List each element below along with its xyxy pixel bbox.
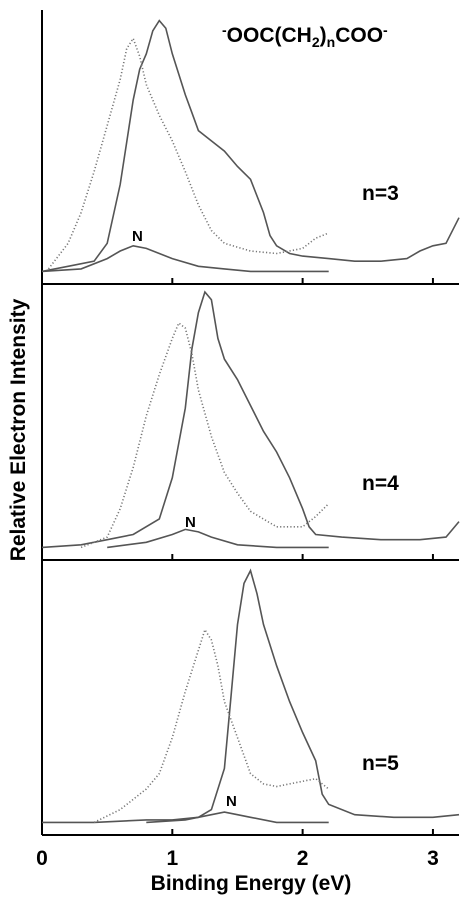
formula-charge-left: - xyxy=(222,22,227,38)
panel-2-peak-label: N xyxy=(185,514,196,531)
panel-3-series-dotted-line xyxy=(93,627,330,824)
panel-1-series-solid-line xyxy=(41,19,460,273)
panel-3-series-solid-line xyxy=(42,568,460,824)
y-axis-label-wrap: Relative Electron Intensity xyxy=(2,50,36,810)
panel-2-series-N-line xyxy=(107,528,329,549)
formula-part1: OOC(CH xyxy=(226,24,312,47)
x-tick-label: 3 xyxy=(427,847,439,870)
formula-charge-right: - xyxy=(383,22,388,38)
panel-2-series-solid-line xyxy=(41,290,460,549)
panel-3-series-N-line xyxy=(146,811,329,824)
formula-label: -OOC(CH2)nCOO- xyxy=(222,22,388,50)
formula-part3: COO xyxy=(335,24,384,47)
panel-1-label: n=3 xyxy=(362,182,399,205)
panel-2-label: n=4 xyxy=(362,472,399,495)
panel-2-series-dotted-line xyxy=(80,321,330,549)
panel-1-series-dotted-line xyxy=(47,36,329,270)
x-axis-label: Binding Energy (eV) xyxy=(150,872,352,895)
x-tick-label: 0 xyxy=(36,847,48,870)
panel-1-peak-label: N xyxy=(132,228,143,245)
panel-3-peak-label: N xyxy=(226,793,237,810)
panel-3-label: n=5 xyxy=(362,752,399,775)
formula-sub1: 2 xyxy=(311,34,320,50)
formula-sub2: n xyxy=(326,34,336,50)
x-tick-label: 1 xyxy=(166,847,178,870)
panel-1-series-N-line xyxy=(41,244,329,273)
formula-part2: ) xyxy=(319,24,327,47)
x-tick-label: 2 xyxy=(297,847,309,870)
y-axis-label: Relative Electron Intensity xyxy=(7,298,30,562)
